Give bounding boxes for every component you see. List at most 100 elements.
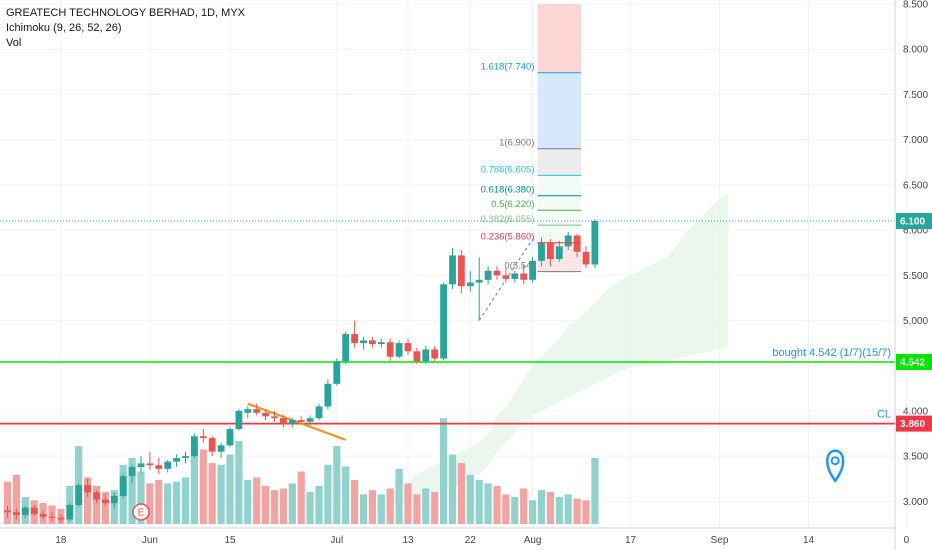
candle-body bbox=[93, 492, 100, 500]
volume-bar bbox=[502, 494, 510, 524]
chart-markers[interactable]: E bbox=[132, 449, 845, 521]
candle bbox=[520, 264, 528, 285]
fib-level-label: 0.382(6.055) bbox=[481, 214, 535, 225]
volume-bar bbox=[493, 485, 501, 524]
candle-body bbox=[351, 334, 358, 344]
candle bbox=[75, 483, 83, 507]
trend-line bbox=[247, 402, 347, 441]
candle bbox=[422, 345, 430, 364]
time-axis[interactable]: 18 Jun 15 Jul 13 22 Aug 17 Sep 14 0 bbox=[0, 527, 910, 546]
candle-body bbox=[146, 463, 154, 466]
volume-bar bbox=[351, 480, 359, 524]
volume-bar bbox=[368, 490, 376, 524]
candle bbox=[137, 456, 145, 473]
volume-bar bbox=[448, 454, 457, 524]
last-price-tag-bg bbox=[896, 213, 932, 230]
volume-indicator-label[interactable]: Vol bbox=[6, 37, 22, 49]
location-pin-dot bbox=[830, 456, 840, 466]
volume-bar bbox=[484, 483, 492, 524]
fib-level-label: 1(6.900) bbox=[499, 138, 534, 149]
earnings-marker bbox=[132, 503, 150, 521]
candle bbox=[591, 219, 599, 269]
price-axis[interactable]: 8.500 8.000 7.500 7.000 6.500 6.000 5.500 5.000… bbox=[894, 0, 928, 550]
candle bbox=[48, 512, 56, 522]
candle bbox=[458, 249, 465, 294]
candle-body bbox=[102, 499, 109, 504]
time-tick-label: 15 bbox=[224, 535, 236, 546]
candle bbox=[39, 510, 47, 520]
candle-body bbox=[297, 420, 305, 422]
price-tick-label: 8.500 bbox=[903, 0, 928, 11]
candle bbox=[262, 409, 269, 420]
price-tick-label: 6.000 bbox=[903, 226, 928, 237]
time-tick-label: 17 bbox=[625, 535, 637, 546]
candle bbox=[377, 338, 385, 348]
candle-body bbox=[529, 260, 536, 280]
price-tick-label: 5.500 bbox=[903, 271, 928, 282]
candle-body bbox=[164, 461, 172, 469]
cut-loss-price-tag: 3.860 bbox=[900, 419, 925, 430]
candle-body bbox=[66, 505, 74, 520]
candle-body bbox=[39, 514, 47, 517]
candle bbox=[324, 379, 332, 410]
candle-body bbox=[21, 507, 29, 515]
candle-body bbox=[315, 406, 323, 419]
volume-bar bbox=[413, 494, 421, 524]
ichimoku-indicator-label[interactable]: Ichimoku (9, 26, 52, 26) bbox=[6, 22, 122, 34]
candle-body bbox=[271, 416, 278, 419]
candle-body bbox=[217, 445, 225, 452]
horizontal-lines[interactable]: bought 4.542 (1/7)(15/7) CL bbox=[0, 220, 895, 425]
candle bbox=[306, 415, 314, 426]
candle bbox=[564, 231, 572, 250]
candle-body bbox=[511, 273, 519, 279]
volume-bar bbox=[199, 449, 207, 524]
fib-level-label: 0.5(6.220) bbox=[491, 199, 534, 210]
bought-price-tag: 4.542 bbox=[900, 357, 925, 368]
volume-bar bbox=[12, 474, 20, 524]
candle bbox=[119, 474, 127, 498]
time-tick-label: Jun bbox=[142, 535, 158, 546]
candle-body bbox=[288, 420, 296, 424]
volume-bar bbox=[359, 494, 368, 524]
candle bbox=[360, 336, 367, 350]
candle bbox=[369, 336, 376, 348]
candle-body bbox=[280, 418, 287, 424]
price-tick-label: 4.000 bbox=[903, 406, 928, 417]
fib-zone bbox=[537, 4, 582, 73]
volume-bar bbox=[262, 485, 270, 524]
candle bbox=[199, 429, 207, 443]
candle bbox=[128, 465, 136, 484]
cloud-area bbox=[372, 193, 729, 511]
price-labels: 6.100 4.542 3.860 bbox=[896, 213, 932, 432]
candle-body bbox=[466, 282, 474, 287]
candle-body bbox=[573, 235, 581, 252]
candle bbox=[84, 478, 91, 497]
price-tick-label: 3.500 bbox=[903, 452, 928, 463]
candle-body bbox=[173, 457, 180, 462]
symbol-title[interactable]: GREATECH TECHNOLOGY BERHAD, 1D, MYX bbox=[6, 7, 245, 19]
volume-bar bbox=[164, 483, 172, 524]
price-tick-label: 7.000 bbox=[903, 135, 928, 146]
candle-body bbox=[306, 418, 314, 422]
candle-body bbox=[413, 351, 421, 362]
time-tick-label: 14 bbox=[803, 535, 815, 546]
volume-bar bbox=[253, 477, 261, 524]
candle bbox=[146, 451, 154, 470]
candlestick-series bbox=[4, 219, 599, 524]
candle bbox=[511, 270, 519, 283]
candle-body bbox=[582, 251, 590, 265]
volume-bar bbox=[288, 483, 296, 524]
volume-bar bbox=[244, 480, 252, 524]
candle bbox=[57, 514, 65, 524]
volume-bar bbox=[306, 491, 314, 524]
time-tick-label: 0 bbox=[904, 535, 910, 546]
volume-bar bbox=[386, 488, 394, 524]
time-tick-label: 18 bbox=[55, 535, 67, 546]
candle bbox=[547, 239, 554, 267]
fib-level-label: 0(5.54) bbox=[504, 261, 534, 272]
candle bbox=[475, 257, 483, 321]
volume-bar bbox=[431, 491, 439, 524]
volume-bar bbox=[342, 466, 350, 524]
candle-body bbox=[377, 342, 385, 345]
